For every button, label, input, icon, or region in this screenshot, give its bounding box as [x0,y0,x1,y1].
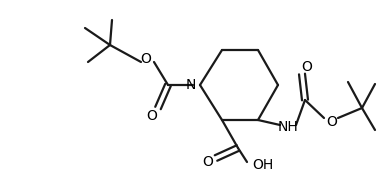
Text: NH: NH [278,120,298,134]
Text: O: O [302,60,312,74]
Text: O: O [203,155,214,169]
Text: N: N [186,78,196,92]
Text: OH: OH [252,158,274,172]
Text: O: O [141,52,152,66]
Text: O: O [326,115,337,129]
Text: O: O [147,109,157,123]
